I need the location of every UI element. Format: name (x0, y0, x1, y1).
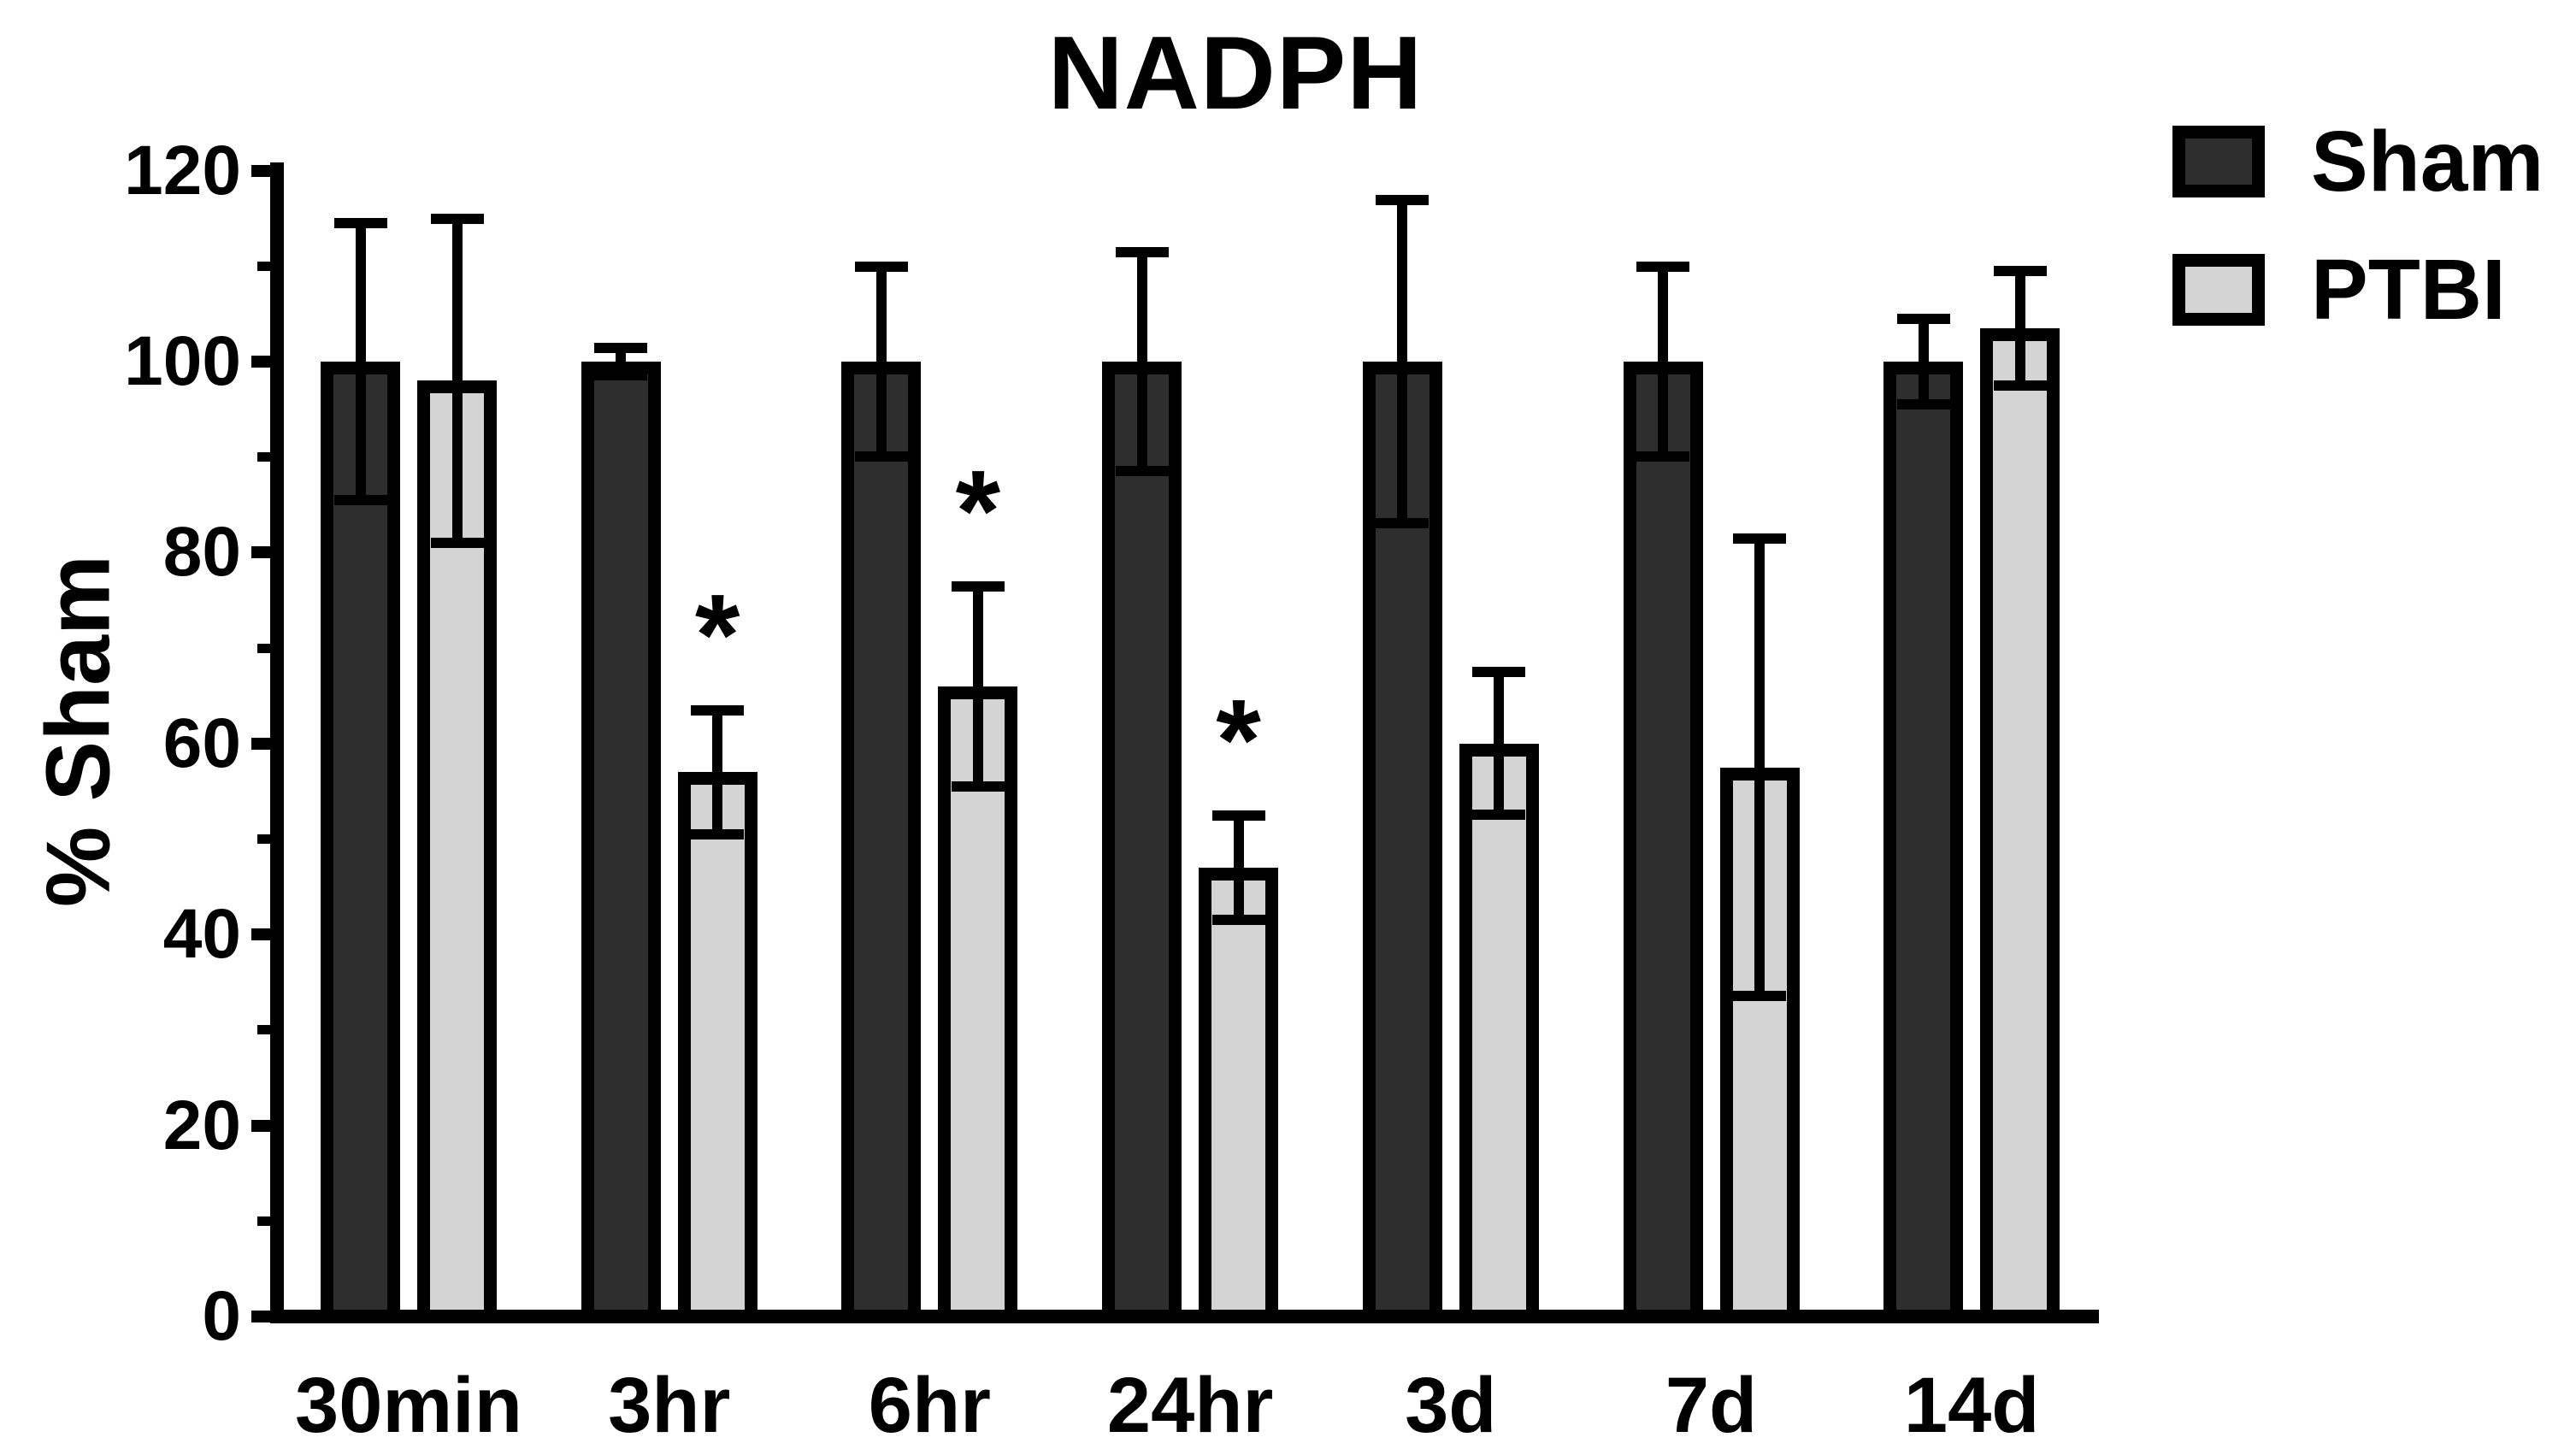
error-bar-cap-bottom (1115, 466, 1169, 477)
error-bar-cap-bottom (1896, 398, 1950, 409)
bar-ptbi-24hr (1199, 868, 1279, 1323)
error-bar-stem (2014, 266, 2025, 391)
y-major-tick (251, 1311, 270, 1322)
y-minor-tick (257, 834, 270, 844)
bar-sham-6hr (841, 362, 922, 1323)
error-bar-cap-top (691, 705, 745, 716)
bar-sham-14d (1883, 362, 1964, 1323)
y-major-tick (251, 928, 270, 941)
error-bar-cap-bottom (1636, 451, 1689, 462)
error-bar-stem (1397, 194, 1408, 529)
error-bar-stem (712, 705, 723, 839)
legend-label: Sham (2311, 114, 2544, 209)
x-category-label: 3hr (608, 1362, 731, 1449)
bar-ptbi-3d (1459, 743, 1539, 1323)
error-bar-stem (1136, 246, 1147, 477)
y-tick-label: 120 (124, 131, 241, 209)
error-bar-cap-top (1211, 810, 1265, 821)
bar-sham-30min (321, 362, 400, 1323)
y-minor-tick (257, 452, 270, 462)
y-minor-tick (257, 1025, 270, 1035)
significance-asterisk: * (694, 570, 740, 700)
error-bar-cap-top (430, 213, 484, 224)
error-bar-stem (972, 580, 983, 792)
y-tick-label: 20 (162, 1086, 241, 1164)
error-bar-cap-top (1993, 266, 2047, 277)
legend-label: PTBI (2311, 242, 2506, 338)
error-bar-cap-top (1472, 667, 1526, 678)
x-axis-line (270, 1310, 2099, 1323)
error-bar-cap-top (594, 342, 648, 353)
error-bar-cap-top (854, 261, 908, 272)
error-bar-cap-bottom (594, 370, 648, 381)
legend-swatch-ptbi (2172, 254, 2265, 326)
x-category-label: 3d (1405, 1362, 1497, 1449)
y-tick-label: 80 (162, 513, 241, 592)
y-major-tick (251, 356, 270, 368)
y-major-tick (251, 1119, 270, 1132)
error-bar-cap-bottom (951, 781, 1005, 792)
error-bar-cap-top (1733, 533, 1786, 545)
error-bar-cap-bottom (333, 494, 387, 505)
error-bar-cap-bottom (1733, 991, 1786, 1002)
error-bar-stem (451, 213, 463, 548)
error-bar-stem (1233, 810, 1244, 926)
legend-item-sham: Sham (2172, 114, 2544, 209)
y-minor-tick (257, 1216, 270, 1226)
bar-ptbi-14d (1980, 327, 2060, 1323)
y-axis-line (270, 162, 284, 1323)
bar-sham-24hr (1102, 362, 1182, 1323)
y-tick-label: 100 (124, 322, 241, 400)
error-bar-cap-bottom (1472, 810, 1526, 821)
error-bar-cap-top (1376, 194, 1429, 205)
error-bar-stem (1918, 314, 1929, 409)
y-minor-tick (257, 261, 270, 271)
y-major-tick (251, 546, 270, 559)
error-bar-stem (875, 261, 887, 462)
bar-sham-7d (1623, 362, 1703, 1323)
x-category-label: 7d (1665, 1362, 1758, 1449)
x-category-label: 30min (295, 1362, 522, 1449)
y-major-tick (251, 737, 270, 750)
error-bar-cap-top (333, 218, 387, 229)
error-bar-cap-top (1115, 246, 1169, 257)
y-tick-label: 60 (162, 704, 241, 782)
error-bar-cap-top (1896, 314, 1950, 325)
error-bar-cap-bottom (1993, 380, 2047, 391)
error-bar-cap-top (1636, 261, 1689, 272)
error-bar-cap-bottom (430, 537, 484, 548)
error-bar-stem (1754, 533, 1765, 1002)
y-major-tick (251, 164, 270, 177)
error-bar-stem (1494, 667, 1505, 821)
x-category-label: 24hr (1106, 1362, 1274, 1449)
error-bar-stem (1658, 261, 1668, 462)
y-tick-label: 0 (202, 1277, 241, 1355)
legend-swatch-sham (2172, 126, 2265, 197)
bar-sham-3hr (581, 362, 661, 1323)
y-tick-label: 40 (162, 895, 241, 974)
significance-asterisk: * (955, 445, 1001, 575)
error-bar-cap-top (951, 580, 1005, 592)
x-category-label: 6hr (868, 1362, 991, 1449)
legend-item-ptbi: PTBI (2172, 242, 2506, 338)
error-bar-cap-bottom (854, 451, 908, 462)
x-category-label: 14d (1903, 1362, 2040, 1449)
bar-ptbi-3hr (677, 772, 757, 1323)
chart-title: NADPH (1047, 15, 1424, 131)
error-bar-cap-bottom (691, 828, 745, 839)
error-bar-cap-bottom (1211, 915, 1265, 926)
error-bar-stem (355, 218, 366, 505)
significance-asterisk: * (1216, 674, 1261, 804)
y-minor-tick (257, 643, 270, 653)
error-bar-cap-bottom (1376, 518, 1429, 529)
